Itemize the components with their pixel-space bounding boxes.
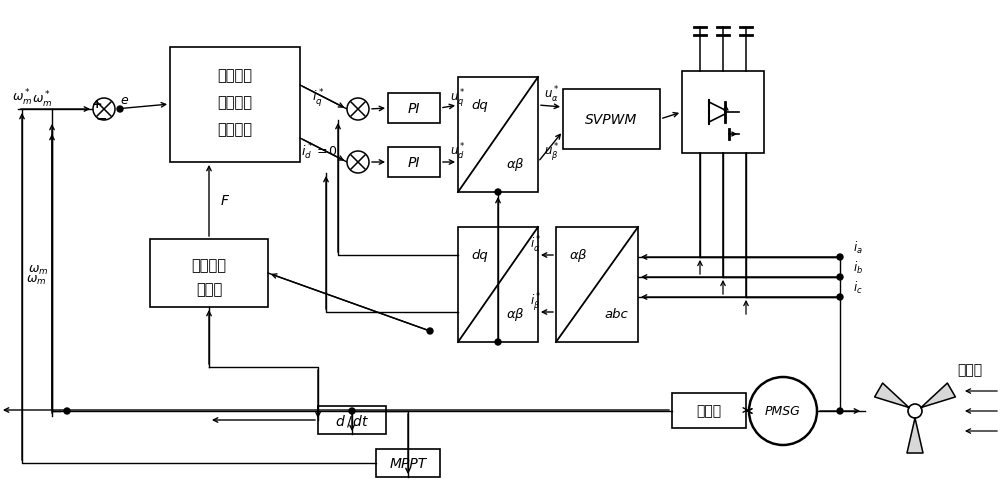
Text: PI: PI: [408, 102, 420, 116]
Text: $\omega_m$: $\omega_m$: [28, 263, 48, 276]
Text: $u_\beta^*$: $u_\beta^*$: [544, 141, 560, 163]
Text: $i_b$: $i_b$: [853, 260, 863, 276]
Circle shape: [347, 152, 369, 174]
Text: MPPT: MPPT: [389, 456, 427, 470]
Text: $i_q^*$: $i_q^*$: [312, 87, 324, 109]
Text: 风力机: 风力机: [957, 362, 983, 376]
Bar: [458, 227, 538, 342]
Circle shape: [495, 189, 501, 195]
Circle shape: [837, 295, 843, 301]
Bar: [170, 48, 300, 163]
Text: dq: dq: [472, 249, 488, 262]
Text: 模控制器: 模控制器: [218, 122, 253, 137]
Text: $\omega_m$: $\omega_m$: [26, 273, 46, 286]
Polygon shape: [907, 418, 923, 453]
Circle shape: [427, 328, 433, 334]
Circle shape: [908, 404, 922, 418]
Text: $\alpha\beta$: $\alpha\beta$: [506, 306, 524, 323]
Bar: [672, 393, 746, 428]
Text: $i_c$: $i_c$: [853, 280, 863, 296]
Text: 定时间滑: 定时间滑: [218, 95, 253, 110]
Text: $i_\beta^*$: $i_\beta^*$: [530, 291, 542, 313]
Text: 扩张扰动: 扩张扰动: [192, 258, 227, 273]
Circle shape: [347, 99, 369, 121]
Text: $i_\alpha^*$: $i_\alpha^*$: [530, 234, 542, 255]
Polygon shape: [921, 383, 955, 408]
Circle shape: [749, 377, 817, 445]
Bar: [563, 90, 660, 150]
Bar: [376, 449, 440, 477]
Circle shape: [837, 255, 843, 261]
Text: $\omega_m^*$: $\omega_m^*$: [32, 90, 52, 110]
Text: $e$: $e$: [120, 93, 130, 106]
Circle shape: [64, 408, 70, 414]
Bar: [388, 148, 440, 178]
Text: 传感器: 传感器: [696, 403, 722, 417]
Text: −: −: [95, 111, 107, 125]
Text: $F$: $F$: [220, 193, 230, 207]
Text: 观测器: 观测器: [196, 282, 222, 297]
Text: $d\,/\,dt$: $d\,/\,dt$: [335, 412, 369, 428]
Circle shape: [93, 99, 115, 121]
Circle shape: [837, 275, 843, 281]
Text: $\alpha\beta$: $\alpha\beta$: [569, 247, 587, 264]
Bar: [556, 227, 638, 342]
Text: dq: dq: [472, 99, 488, 112]
Bar: [388, 94, 440, 124]
Text: PMSG: PMSG: [765, 405, 801, 418]
Text: abc: abc: [604, 308, 628, 321]
Polygon shape: [875, 383, 909, 408]
Text: $u_d^*$: $u_d^*$: [450, 142, 466, 162]
Text: $u_\alpha^*$: $u_\alpha^*$: [544, 85, 560, 105]
Text: 无模型固: 无模型固: [218, 68, 253, 83]
Circle shape: [349, 408, 355, 414]
Bar: [318, 406, 386, 434]
Text: $u_q^*$: $u_q^*$: [450, 87, 466, 109]
Text: SVPWM: SVPWM: [585, 113, 637, 127]
Text: $\alpha\beta$: $\alpha\beta$: [506, 156, 524, 173]
Bar: [682, 72, 764, 154]
Text: +: +: [92, 98, 102, 111]
Text: $i_a$: $i_a$: [853, 239, 863, 256]
Bar: [458, 78, 538, 192]
Circle shape: [117, 107, 123, 113]
Circle shape: [495, 339, 501, 345]
Text: $\omega_m^*$: $\omega_m^*$: [12, 88, 32, 108]
Text: $i_d^*=0$: $i_d^*=0$: [301, 142, 339, 162]
Text: PI: PI: [408, 156, 420, 170]
Bar: [150, 239, 268, 308]
Circle shape: [837, 408, 843, 414]
